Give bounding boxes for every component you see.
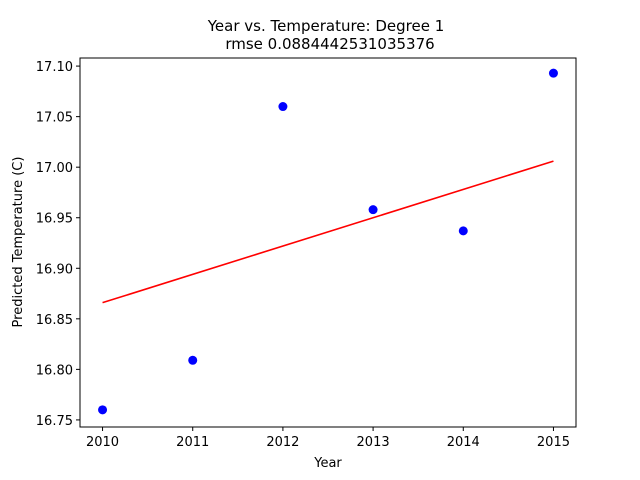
y-tick-label: 16.80 bbox=[36, 363, 73, 378]
chart-title: Year vs. Temperature: Degree 1 bbox=[207, 17, 445, 35]
fit-line bbox=[102, 160, 554, 304]
plot-frame bbox=[79, 57, 577, 428]
y-axis-label: Predicted Temperature (C) bbox=[11, 157, 26, 328]
data-point bbox=[98, 405, 108, 415]
data-point bbox=[548, 68, 558, 78]
x-axis-label: Year bbox=[313, 456, 342, 471]
data-point bbox=[278, 102, 288, 112]
plot-area bbox=[98, 68, 558, 415]
y-tick-label: 17.00 bbox=[36, 161, 73, 176]
y-tick-label: 17.05 bbox=[36, 111, 73, 126]
x-tick-label: 2010 bbox=[86, 435, 119, 450]
y-tick-label: 16.90 bbox=[36, 262, 73, 277]
y-tick-label: 17.10 bbox=[36, 60, 73, 75]
y-tick-label: 16.75 bbox=[36, 414, 73, 429]
y-axis: 16.75 16.80 16.85 16.90 16.95 17.00 17.05 17.10 bbox=[36, 60, 80, 429]
y-tick-label: 16.95 bbox=[36, 212, 73, 227]
data-point bbox=[188, 355, 198, 365]
x-tick-label: 2012 bbox=[266, 435, 299, 450]
data-point bbox=[458, 226, 468, 236]
x-tick-label: 2011 bbox=[176, 435, 209, 450]
x-tick-label: 2015 bbox=[537, 435, 570, 450]
x-tick-label: 2013 bbox=[357, 435, 390, 450]
y-tick-label: 16.85 bbox=[36, 313, 73, 328]
data-point bbox=[368, 205, 378, 215]
chart-subtitle: rmse 0.0884442531035376 bbox=[225, 35, 434, 53]
x-axis: 2010 2011 2012 2013 2014 2015 bbox=[86, 427, 570, 450]
x-tick-label: 2014 bbox=[447, 435, 480, 450]
